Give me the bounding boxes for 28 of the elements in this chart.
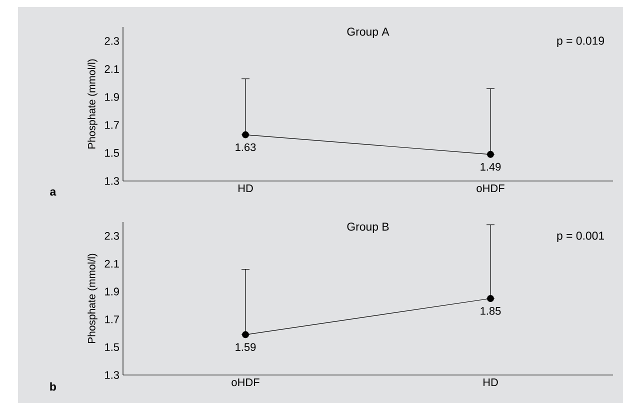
data-label: 1.85 (480, 307, 501, 315)
y-axis-title: Phosphate (mmol/l) (88, 59, 98, 148)
y-tick-label: 1.7 (105, 121, 119, 129)
y-tick-label: 1.9 (105, 93, 119, 101)
text: b (50, 382, 56, 391)
data-label: 1.49 (480, 162, 501, 171)
annotation: p = 0.001 (557, 232, 604, 242)
chart-title: Group A (347, 28, 390, 38)
chart-title: Group B (347, 222, 389, 233)
y-tick-label: 1.3 (105, 177, 119, 185)
data-label: 1.63 (236, 143, 256, 152)
x-tick-label: HD (484, 378, 498, 386)
y-tick-label: 2.1 (104, 260, 119, 268)
y-tick-label: 1.9 (105, 288, 119, 296)
y-tick-label: 1.5 (105, 149, 120, 157)
text: a (50, 189, 56, 196)
data-label: 1.59 (236, 343, 256, 351)
y-tick-label: 1.5 (105, 343, 120, 352)
x-tick-label: oHDF (232, 378, 260, 386)
y-tick-label: 2.1 (104, 65, 119, 73)
x-tick-label: oHDF (476, 184, 504, 192)
y-tick-label: 2.3 (104, 232, 119, 240)
annotation: p = 0.019 (557, 36, 604, 48)
y-tick-label: 1.7 (105, 316, 119, 324)
y-tick-label: 2.3 (104, 37, 119, 45)
y-tick-label: 1.3 (105, 371, 119, 379)
x-tick-label: HD (238, 184, 253, 192)
y-axis-title: Phosphate (mmol/l) (88, 254, 98, 343)
